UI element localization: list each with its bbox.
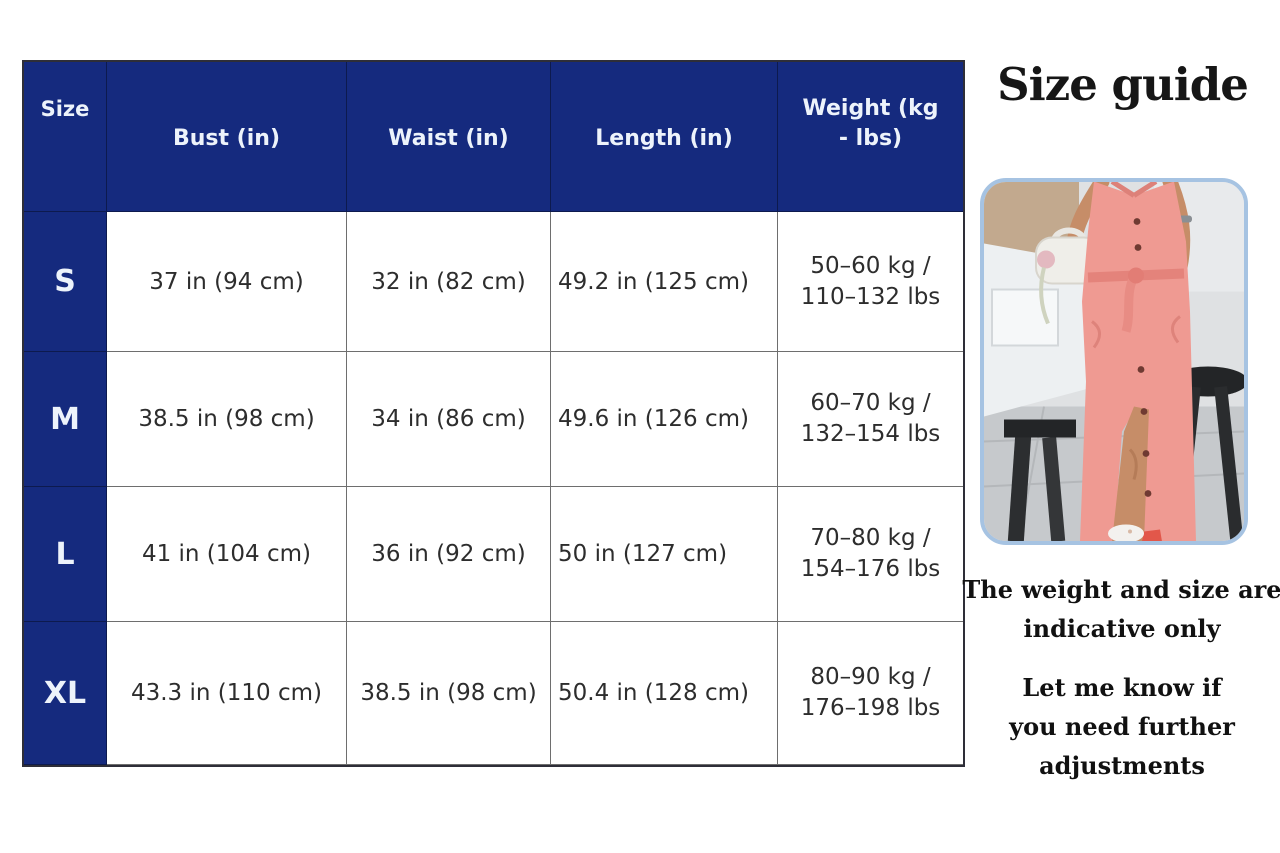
page-title: Size guide — [997, 58, 1249, 111]
header-cell-weight: Weight (kg - lbs) — [778, 62, 963, 212]
m-bust-value: 38.5 in (98 cm) — [138, 406, 315, 432]
cell-s-length: 49.2 in (125 cm) — [551, 212, 778, 352]
disclaimer-note: The weight and size are indicative only — [957, 570, 1280, 648]
size-chart-table: Size Bust (in) Waist (in) Length (in) We… — [22, 60, 965, 767]
header-cell-length: Length (in) — [551, 62, 778, 212]
xl-weight-lbs: 176–198 lbs — [800, 695, 941, 721]
header-length-label: Length (in) — [595, 126, 733, 151]
right-panel: Size guide — [962, 0, 1280, 853]
header-waist-label: Waist (in) — [388, 126, 509, 151]
header-size-label: Size — [40, 97, 90, 121]
xl-length-value: 50.4 in (128 cm) — [558, 680, 750, 706]
contact-line-1: Let me know if — [1022, 673, 1222, 702]
cell-l-waist: 36 in (92 cm) — [347, 487, 551, 622]
cell-xl-waist: 38.5 in (98 cm) — [347, 622, 551, 765]
s-weight-kg: 50–60 kg / — [810, 252, 931, 279]
cell-l-bust: 41 in (104 cm) — [107, 487, 347, 622]
m-weight-kg: 60–70 kg / — [810, 390, 931, 416]
disclaimer-line-2: indicative only — [1023, 614, 1221, 643]
l-weight-kg: 70–80 kg / — [810, 525, 931, 551]
row-label-s: S — [24, 212, 107, 352]
row-label-m: M — [24, 352, 107, 487]
xl-waist-value: 38.5 in (98 cm) — [360, 680, 537, 706]
cell-m-length: 49.6 in (126 cm) — [551, 352, 778, 487]
contact-line-2: you need further — [1009, 712, 1235, 741]
m-weight-lbs: 132–154 lbs — [800, 421, 941, 447]
contact-line-3: adjustments — [1039, 751, 1205, 780]
s-length-value: 49.2 in (125 cm) — [558, 268, 750, 295]
cell-xl-bust: 43.3 in (110 cm) — [107, 622, 347, 765]
row-label-xl: XL — [24, 622, 107, 765]
xl-weight-kg: 80–90 kg / — [810, 664, 931, 690]
row-l-size: L — [55, 536, 75, 572]
row-label-l: L — [24, 487, 107, 622]
cell-s-bust: 37 in (94 cm) — [107, 212, 347, 352]
cell-xl-length: 50.4 in (128 cm) — [551, 622, 778, 765]
header-cell-bust: Bust (in) — [107, 62, 347, 212]
l-weight-lbs: 154–176 lbs — [800, 556, 941, 582]
dress-photo-illustration — [984, 182, 1244, 541]
cell-s-waist: 32 in (82 cm) — [347, 212, 551, 352]
product-photo — [980, 178, 1248, 545]
cell-m-bust: 38.5 in (98 cm) — [107, 352, 347, 487]
cell-l-weight: 70–80 kg / 154–176 lbs — [778, 487, 963, 622]
l-length-value: 50 in (127 cm) — [558, 541, 728, 567]
cell-xl-weight: 80–90 kg / 176–198 lbs — [778, 622, 963, 765]
cell-m-waist: 34 in (86 cm) — [347, 352, 551, 487]
row-m-size: M — [50, 401, 80, 437]
cell-m-weight: 60–70 kg / 132–154 lbs — [778, 352, 963, 487]
l-bust-value: 41 in (104 cm) — [141, 541, 312, 567]
cell-l-length: 50 in (127 cm) — [551, 487, 778, 622]
s-weight-lbs: 110–132 lbs — [800, 283, 941, 310]
cell-s-weight: 50–60 kg / 110–132 lbs — [778, 212, 963, 352]
header-cell-size: Size — [24, 62, 107, 212]
contact-note: Let me know if you need further adjustme… — [957, 668, 1280, 785]
disclaimer-line-1: The weight and size are — [962, 575, 1280, 604]
header-bust-label: Bust (in) — [172, 126, 280, 151]
header-weight-label: Weight (kg - lbs) — [802, 96, 939, 151]
xl-bust-value: 43.3 in (110 cm) — [130, 680, 322, 706]
m-length-value: 49.6 in (126 cm) — [558, 406, 750, 432]
s-waist-value: 32 in (82 cm) — [371, 268, 526, 295]
header-cell-waist: Waist (in) — [347, 62, 551, 212]
s-bust-value: 37 in (94 cm) — [149, 268, 304, 295]
row-xl-size: XL — [43, 675, 87, 711]
l-waist-value: 36 in (92 cm) — [371, 541, 526, 567]
m-waist-value: 34 in (86 cm) — [371, 406, 526, 432]
row-s-size: S — [54, 264, 76, 299]
